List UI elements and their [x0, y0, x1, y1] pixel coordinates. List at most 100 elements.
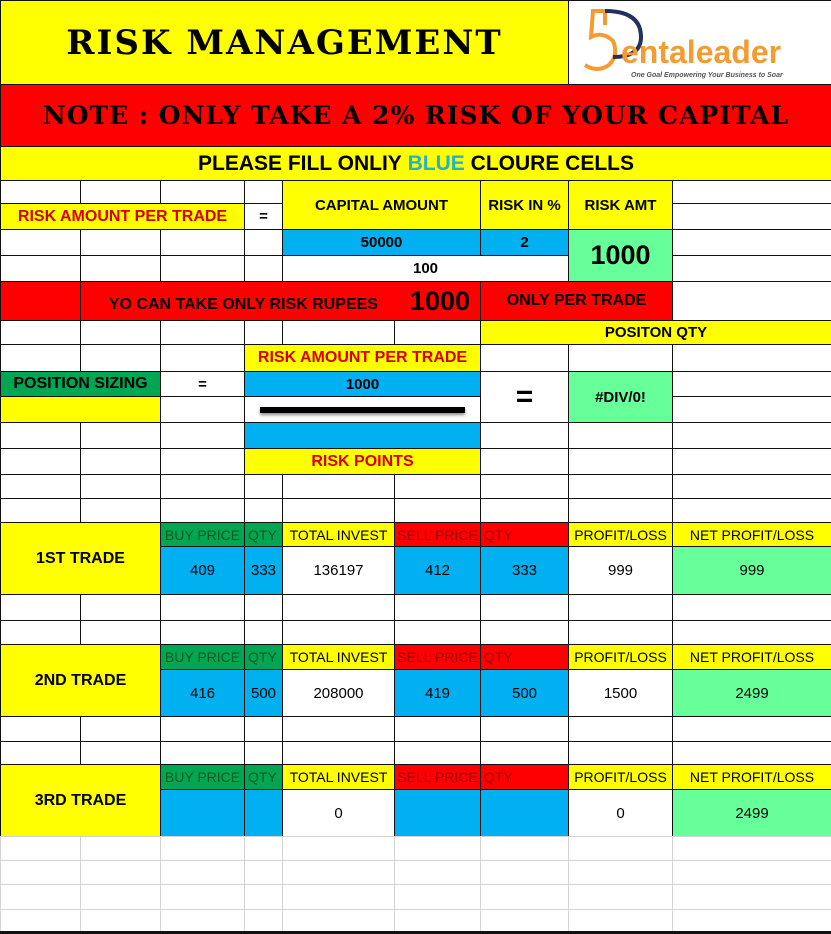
empty-cell[interactable]	[568, 474, 673, 499]
empty-cell[interactable]	[80, 716, 161, 742]
empty-cell[interactable]	[0, 474, 81, 499]
empty-cell[interactable]	[160, 320, 245, 345]
empty-cell[interactable]	[160, 448, 245, 475]
empty-cell[interactable]	[282, 884, 395, 910]
empty-cell[interactable]	[568, 344, 673, 372]
empty-cell[interactable]	[80, 344, 161, 372]
empty-cell[interactable]	[80, 255, 161, 282]
empty-cell[interactable]	[672, 422, 831, 449]
empty-cell[interactable]	[672, 371, 831, 397]
empty-cell[interactable]	[0, 620, 81, 645]
empty-cell[interactable]	[80, 448, 161, 475]
empty-cell[interactable]	[244, 620, 283, 645]
empty-cell[interactable]	[282, 860, 395, 885]
empty-cell[interactable]	[160, 396, 245, 423]
empty-cell[interactable]	[160, 180, 245, 204]
empty-cell[interactable]	[80, 320, 161, 345]
empty-cell[interactable]	[480, 884, 569, 910]
empty-cell[interactable]	[568, 448, 673, 475]
empty-cell[interactable]	[244, 498, 283, 523]
empty-cell[interactable]	[0, 594, 81, 621]
empty-cell[interactable]	[80, 884, 161, 910]
sell-price-input[interactable]: 412	[394, 546, 481, 595]
empty-cell[interactable]	[480, 860, 569, 885]
empty-cell[interactable]	[568, 884, 673, 910]
empty-cell[interactable]	[672, 836, 831, 861]
empty-cell[interactable]	[672, 860, 831, 885]
empty-cell[interactable]	[480, 448, 569, 475]
empty-cell[interactable]	[568, 741, 673, 765]
empty-cell[interactable]	[244, 229, 283, 256]
empty-cell[interactable]	[480, 594, 569, 621]
empty-cell[interactable]	[80, 474, 161, 499]
empty-cell[interactable]	[0, 422, 81, 449]
empty-cell[interactable]	[480, 620, 569, 645]
empty-cell[interactable]	[282, 620, 395, 645]
empty-cell[interactable]	[282, 909, 395, 934]
empty-cell[interactable]	[672, 203, 831, 230]
empty-cell[interactable]	[244, 884, 283, 910]
buy-qty-input[interactable]	[244, 789, 283, 837]
empty-cell[interactable]	[282, 320, 395, 345]
empty-cell[interactable]	[160, 741, 245, 765]
empty-cell[interactable]	[672, 255, 831, 282]
empty-cell[interactable]	[282, 741, 395, 765]
empty-cell[interactable]	[282, 836, 395, 861]
empty-cell[interactable]	[672, 884, 831, 910]
empty-cell[interactable]	[394, 741, 481, 765]
empty-cell[interactable]	[160, 884, 245, 910]
empty-cell[interactable]	[244, 716, 283, 742]
empty-cell[interactable]	[394, 716, 481, 742]
empty-cell[interactable]	[244, 741, 283, 765]
empty-cell[interactable]	[568, 909, 673, 934]
empty-cell[interactable]	[0, 909, 81, 934]
empty-cell[interactable]	[394, 620, 481, 645]
sell-qty-input[interactable]	[480, 789, 569, 837]
empty-cell[interactable]	[672, 396, 831, 423]
sell-price-input[interactable]: 419	[394, 669, 481, 717]
empty-cell[interactable]	[244, 255, 283, 282]
empty-cell[interactable]	[672, 229, 831, 256]
empty-cell[interactable]	[80, 229, 161, 256]
empty-cell[interactable]	[394, 884, 481, 910]
empty-cell[interactable]	[394, 498, 481, 523]
buy-price-input[interactable]	[160, 789, 245, 837]
empty-cell[interactable]	[672, 344, 831, 372]
empty-cell[interactable]	[160, 422, 245, 449]
empty-cell[interactable]	[480, 344, 569, 372]
empty-cell[interactable]	[0, 716, 81, 742]
sell-price-input[interactable]	[394, 789, 481, 837]
empty-cell[interactable]	[0, 180, 81, 204]
empty-cell[interactable]	[160, 474, 245, 499]
empty-cell[interactable]	[568, 860, 673, 885]
empty-cell[interactable]	[282, 498, 395, 523]
empty-cell[interactable]	[80, 860, 161, 885]
empty-cell[interactable]	[160, 344, 245, 372]
empty-cell[interactable]	[394, 594, 481, 621]
empty-cell[interactable]	[160, 860, 245, 885]
empty-cell[interactable]	[80, 741, 161, 765]
empty-cell[interactable]	[672, 716, 831, 742]
empty-cell[interactable]	[0, 860, 81, 885]
empty-cell[interactable]	[160, 620, 245, 645]
empty-cell[interactable]	[244, 474, 283, 499]
empty-cell[interactable]	[80, 909, 161, 934]
empty-cell[interactable]	[160, 909, 245, 934]
risk-percent-input[interactable]: 2	[480, 229, 569, 256]
empty-cell[interactable]	[160, 255, 245, 282]
empty-cell[interactable]	[244, 320, 283, 345]
empty-cell[interactable]	[672, 180, 831, 204]
empty-cell[interactable]	[394, 320, 481, 345]
empty-cell[interactable]	[568, 498, 673, 523]
empty-cell[interactable]	[80, 620, 161, 645]
empty-cell[interactable]	[244, 836, 283, 861]
empty-cell[interactable]	[160, 716, 245, 742]
empty-cell[interactable]	[80, 422, 161, 449]
risk-amount-input[interactable]: 1000	[244, 371, 481, 397]
empty-cell[interactable]	[0, 255, 81, 282]
empty-cell[interactable]	[244, 860, 283, 885]
empty-cell[interactable]	[672, 474, 831, 499]
empty-cell[interactable]	[480, 474, 569, 499]
empty-cell[interactable]	[480, 422, 569, 449]
empty-cell[interactable]	[480, 498, 569, 523]
